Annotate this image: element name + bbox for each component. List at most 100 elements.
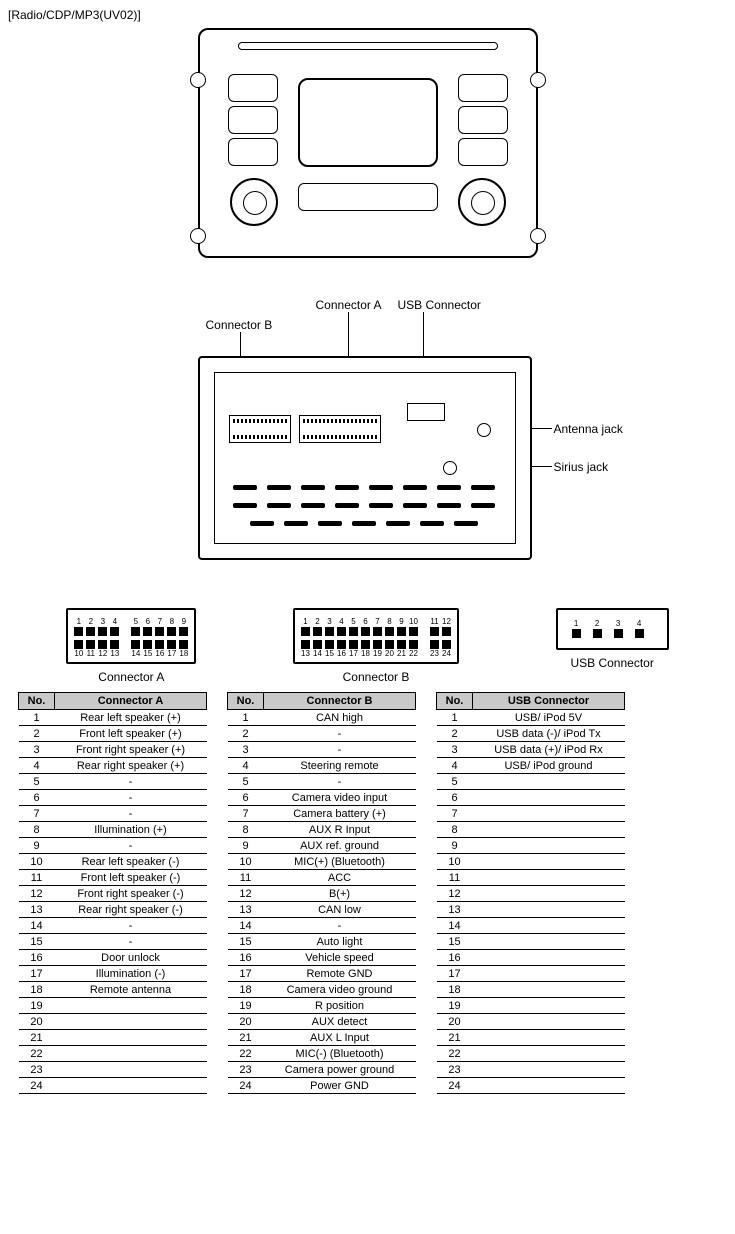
table-row: 1CAN high xyxy=(228,710,416,726)
table-row: 20 xyxy=(19,1014,207,1030)
table-row: 20AUX detect xyxy=(228,1014,416,1030)
table-row: 6- xyxy=(19,790,207,806)
table-row: 10MIC(+) (Bluetooth) xyxy=(228,854,416,870)
back-connector-b xyxy=(229,415,291,443)
table-row: 8AUX R Input xyxy=(228,822,416,838)
table-row: 2- xyxy=(228,726,416,742)
table-row: 18Camera video ground xyxy=(228,982,416,998)
label-usb-connector: USB Connector xyxy=(398,298,481,312)
table-row: 8 xyxy=(437,822,625,838)
table-row: 11Front left speaker (-) xyxy=(19,870,207,886)
connector-pinout-row: 123456789101112131415161718 Connector A … xyxy=(18,608,717,684)
table-row: 21AUX L Input xyxy=(228,1030,416,1046)
table-row: 16Vehicle speed xyxy=(228,950,416,966)
display-screen xyxy=(298,78,438,167)
table-row: 17Remote GND xyxy=(228,966,416,982)
table-row: 15Auto light xyxy=(228,934,416,950)
table-row: 18Remote antenna xyxy=(19,982,207,998)
table-row: 17 xyxy=(437,966,625,982)
table-row: 6Camera video input xyxy=(228,790,416,806)
radio-back-diagram: Connector B Connector A USB Connector An… xyxy=(88,298,648,578)
table-row: 4USB/ iPod ground xyxy=(437,758,625,774)
table-row: 9- xyxy=(19,838,207,854)
usb-connector-caption: USB Connector xyxy=(556,656,669,670)
col-no: No. xyxy=(228,693,264,710)
table-row: 14- xyxy=(19,918,207,934)
table-row: 2Front left speaker (+) xyxy=(19,726,207,742)
table-row: 12B(+) xyxy=(228,886,416,902)
table-row: 13CAN low xyxy=(228,902,416,918)
table-row: 19R position xyxy=(228,998,416,1014)
table-row: 23 xyxy=(437,1062,625,1078)
table-row: 21 xyxy=(19,1030,207,1046)
label-antenna-jack: Antenna jack xyxy=(554,422,623,436)
table-row: 19 xyxy=(437,998,625,1014)
table-row: 17Illumination (-) xyxy=(19,966,207,982)
table-row: 21 xyxy=(437,1030,625,1046)
table-row: 4Steering remote xyxy=(228,758,416,774)
table-row: 11ACC xyxy=(228,870,416,886)
table-row: 1Rear left speaker (+) xyxy=(19,710,207,726)
table-row: 5- xyxy=(228,774,416,790)
table-row: 9 xyxy=(437,838,625,854)
back-usb-connector xyxy=(407,403,445,421)
col-desc: USB Connector xyxy=(473,693,625,710)
table-row: 15 xyxy=(437,934,625,950)
table-row: 23Camera power ground xyxy=(228,1062,416,1078)
connector-a-caption: Connector A xyxy=(66,670,196,684)
table-row: 7- xyxy=(19,806,207,822)
table-row: 14 xyxy=(437,918,625,934)
pinout-tables: No. Connector A 1Rear left speaker (+)2F… xyxy=(8,692,727,1094)
table-row: 12 xyxy=(437,886,625,902)
table-connector-a: No. Connector A 1Rear left speaker (+)2F… xyxy=(18,692,207,1094)
table-row: 5 xyxy=(437,774,625,790)
table-row: 3Front right speaker (+) xyxy=(19,742,207,758)
radio-front-diagram xyxy=(198,28,538,258)
table-row: 12Front right speaker (-) xyxy=(19,886,207,902)
table-row: 7Camera battery (+) xyxy=(228,806,416,822)
antenna-jack xyxy=(477,423,491,437)
table-row: 2USB data (-)/ iPod Tx xyxy=(437,726,625,742)
back-connector-a xyxy=(299,415,381,443)
table-row: 13 xyxy=(437,902,625,918)
table-row: 24 xyxy=(437,1078,625,1094)
table-row: 23 xyxy=(19,1062,207,1078)
cd-slot xyxy=(238,42,498,50)
table-row: 20 xyxy=(437,1014,625,1030)
left-knob xyxy=(230,178,278,226)
table-row: 10 xyxy=(437,854,625,870)
table-row: 19 xyxy=(19,998,207,1014)
table-row: 22MIC(-) (Bluetooth) xyxy=(228,1046,416,1062)
connector-b-caption: Connector B xyxy=(293,670,459,684)
sirius-jack xyxy=(443,461,457,475)
table-row: 13Rear right speaker (-) xyxy=(19,902,207,918)
col-desc: Connector A xyxy=(55,693,207,710)
table-row: 14- xyxy=(228,918,416,934)
table-row: 7 xyxy=(437,806,625,822)
col-no: No. xyxy=(437,693,473,710)
usb-connector-pinout: 1234 USB Connector xyxy=(556,608,669,684)
label-connector-b: Connector B xyxy=(206,318,273,332)
col-desc: Connector B xyxy=(264,693,416,710)
table-row: 24Power GND xyxy=(228,1078,416,1094)
table-row: 16Door unlock xyxy=(19,950,207,966)
table-row: 4Rear right speaker (+) xyxy=(19,758,207,774)
table-row: 11 xyxy=(437,870,625,886)
connector-a-pinout: 123456789101112131415161718 Connector A xyxy=(66,608,196,684)
col-no: No. xyxy=(19,693,55,710)
table-connector-b: No. Connector B 1CAN high2-3-4Steering r… xyxy=(227,692,416,1094)
table-row: 5- xyxy=(19,774,207,790)
table-row: 10Rear left speaker (-) xyxy=(19,854,207,870)
connector-b-pinout: 123456789101112131415161718192021222324 … xyxy=(293,608,459,684)
table-row: 1USB/ iPod 5V xyxy=(437,710,625,726)
table-usb-connector: No. USB Connector 1USB/ iPod 5V2USB data… xyxy=(436,692,625,1094)
table-row: 18 xyxy=(437,982,625,998)
table-row: 3USB data (+)/ iPod Rx xyxy=(437,742,625,758)
page-title: [Radio/CDP/MP3(UV02)] xyxy=(8,8,727,22)
right-knob xyxy=(458,178,506,226)
table-row: 16 xyxy=(437,950,625,966)
table-row: 3- xyxy=(228,742,416,758)
table-row: 9AUX ref. ground xyxy=(228,838,416,854)
table-row: 6 xyxy=(437,790,625,806)
label-sirius-jack: Sirius jack xyxy=(554,460,609,474)
